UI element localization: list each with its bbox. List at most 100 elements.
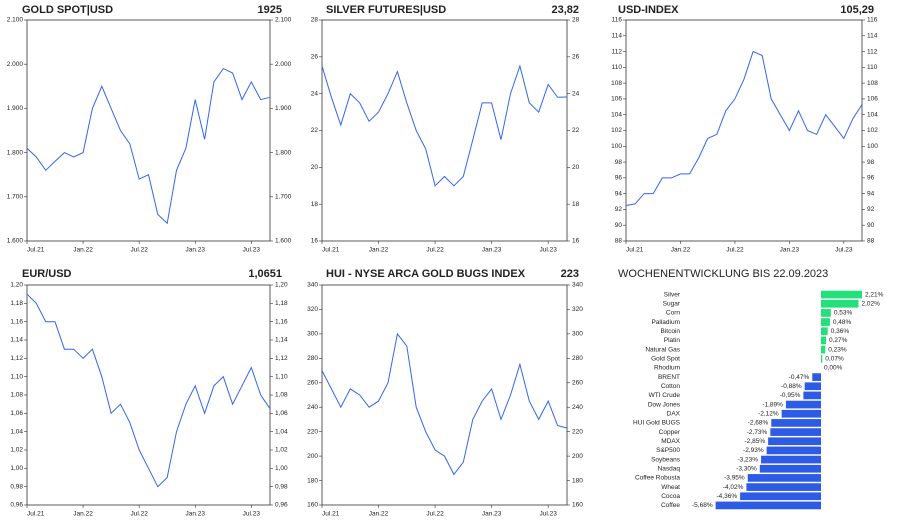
- chart-title: WOCHENENTWICKLUNG BIS 22.09.2023: [618, 268, 828, 280]
- bar-value-label: -3,23%: [737, 456, 758, 463]
- y-tick-label: 1,14: [10, 337, 23, 344]
- y-tick-label: 16: [311, 238, 319, 245]
- y2-tick-label: 200: [572, 453, 583, 460]
- bar-value-label: 2,21%: [865, 291, 884, 298]
- y2-tick-label: 102: [867, 127, 878, 134]
- latest-value: 1,0651: [248, 268, 282, 280]
- y-tick-label: 116: [612, 17, 623, 24]
- y-tick-label: 240: [307, 404, 318, 411]
- y2-tick-label: 114: [867, 33, 878, 40]
- y-tick-label: 1.700: [7, 194, 24, 201]
- y-tick-label: 1,08: [10, 392, 23, 399]
- y-tick-label: 0,98: [10, 483, 23, 490]
- y-tick-label: 2.000: [7, 61, 24, 68]
- y-tick-label: 96: [615, 175, 623, 182]
- y-tick-label: 1,18: [10, 300, 23, 307]
- price-line: [321, 64, 568, 187]
- y-tick-label: 114: [612, 33, 623, 40]
- y-tick-label: 88: [615, 238, 623, 245]
- x-tick-label: Jul.23: [243, 247, 261, 254]
- bar-category: Wheat: [661, 484, 680, 491]
- y2-tick-label: 300: [572, 331, 583, 338]
- bar-category: MDAX: [661, 438, 680, 445]
- y-tick-label: 1,12: [10, 355, 23, 362]
- y-tick-label: 220: [307, 428, 318, 435]
- y2-tick-label: 260: [572, 379, 583, 386]
- y2-tick-label: 160: [572, 502, 583, 509]
- x-tick-label: Jul.22: [726, 247, 744, 254]
- y-tick-label: 22: [311, 127, 319, 134]
- bar-value-label: -3,30%: [736, 465, 757, 472]
- bar-category: S&P500: [656, 447, 680, 454]
- x-tick-label: Jan.22: [369, 511, 389, 518]
- plot-frame: [26, 284, 271, 506]
- bar-value-label: -2,73%: [747, 429, 768, 436]
- y-tick-label: 28: [311, 17, 319, 24]
- bar: [766, 446, 821, 455]
- bar: [771, 419, 821, 427]
- y2-tick-label: 180: [572, 477, 583, 484]
- bar-category: Gold Spot: [651, 355, 680, 362]
- y2-tick-label: 0,96: [275, 502, 288, 509]
- y2-tick-label: 24: [572, 90, 580, 97]
- bar-value-label: 0,27%: [829, 337, 848, 344]
- y2-tick-label: 1,14: [275, 337, 288, 344]
- x-tick-label: Jul.23: [539, 247, 557, 254]
- bar-category: Palladium: [651, 319, 680, 326]
- y2-tick-label: 88: [867, 238, 875, 245]
- y-tick-label: 106: [611, 96, 622, 103]
- price-line: [625, 50, 863, 206]
- bar-value-label: 0,36%: [831, 328, 850, 335]
- latest-value: 105,29: [840, 4, 874, 16]
- x-tick-label: Jul.23: [835, 247, 853, 254]
- bar-value-label: 0,53%: [834, 310, 853, 317]
- y2-tick-label: 104: [867, 111, 878, 118]
- bar-value-label: -3,95%: [724, 475, 745, 482]
- bar-category: Sugar: [663, 300, 681, 307]
- bar-value-label: -0,47%: [789, 374, 810, 381]
- bar-value-label: -4,36%: [717, 493, 738, 500]
- bar-value-label: -0,88%: [781, 383, 802, 390]
- y2-tick-label: 1.800: [275, 149, 292, 156]
- x-tick-label: Jan.22: [671, 247, 691, 254]
- bar-value-label: 0,48%: [833, 319, 852, 326]
- bar: [821, 299, 859, 308]
- y2-tick-label: 108: [867, 80, 878, 87]
- bar-value-label: -4,02%: [723, 484, 744, 491]
- y-tick-label: 98: [615, 159, 623, 166]
- bar-category: HUI Gold BUGS: [633, 420, 681, 427]
- y-tick-label: 110: [612, 64, 623, 71]
- y2-tick-label: 220: [572, 428, 583, 435]
- latest-value: 23,82: [551, 4, 579, 16]
- y-tick-label: 102: [611, 127, 622, 134]
- y2-tick-label: 98: [867, 159, 875, 166]
- y2-tick-label: 112: [867, 48, 878, 55]
- y2-tick-label: 22: [572, 127, 580, 134]
- x-tick-label: Jul.21: [322, 247, 340, 254]
- y2-tick-label: 1,12: [275, 355, 288, 362]
- y2-tick-label: 1,18: [275, 300, 288, 307]
- chart-title: EUR/USD: [22, 268, 72, 280]
- y-tick-label: 1,16: [10, 318, 23, 325]
- x-tick-label: Jul.22: [130, 247, 148, 254]
- x-tick-label: Jan.23: [482, 511, 502, 518]
- x-tick-label: Jul.23: [539, 511, 557, 518]
- bar: [803, 391, 821, 400]
- bar: [821, 309, 831, 317]
- y2-tick-label: 240: [572, 404, 583, 411]
- y-tick-label: 26: [311, 54, 319, 61]
- bar: [821, 336, 827, 345]
- x-tick-label: Jul.22: [426, 511, 444, 518]
- bar-category: Corn: [666, 310, 680, 317]
- bar-value-label: -2,85%: [745, 438, 766, 445]
- y2-tick-label: 1,16: [275, 318, 288, 325]
- bar: [768, 437, 821, 446]
- y-tick-label: 20: [311, 164, 319, 171]
- y2-tick-label: 1.700: [275, 194, 292, 201]
- bar: [812, 373, 821, 381]
- x-tick-label: Jul.22: [426, 247, 444, 254]
- chart-title: GOLD SPOT|USD: [22, 4, 113, 16]
- y-tick-label: 1,10: [10, 373, 23, 380]
- y-tick-label: 1,02: [10, 447, 23, 454]
- y2-tick-label: 28: [572, 17, 580, 24]
